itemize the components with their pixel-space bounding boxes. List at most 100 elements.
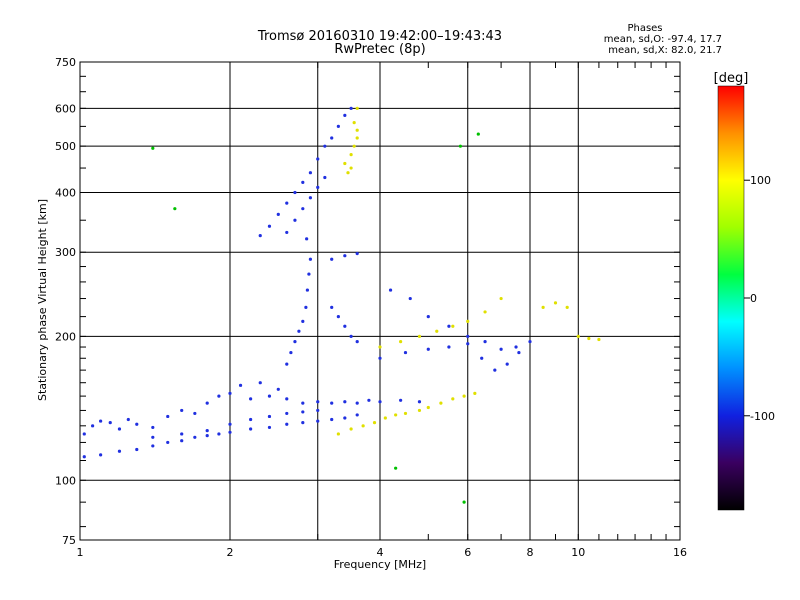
data-point: [258, 381, 262, 385]
data-point: [378, 345, 382, 349]
data-point: [417, 400, 422, 404]
data-point: [117, 427, 122, 431]
data-point: [349, 153, 353, 157]
colorbar-tick-label: -100: [750, 410, 775, 423]
data-point: [293, 218, 297, 222]
data-point: [108, 421, 112, 425]
data-point: [336, 432, 340, 436]
data-point: [217, 432, 221, 436]
colorbar-tick-label: 100: [750, 174, 771, 187]
data-point: [417, 408, 422, 413]
colorbar-label: [deg]: [714, 71, 749, 86]
data-point: [587, 336, 591, 341]
x-axis-label: Frequency [MHz]: [334, 558, 426, 571]
data-point: [249, 397, 253, 401]
data-point: [135, 447, 139, 452]
data-point: [285, 422, 289, 426]
data-point: [330, 257, 334, 261]
data-point: [343, 416, 347, 420]
data-point: [355, 128, 359, 132]
data-points: [82, 106, 601, 504]
data-point: [193, 411, 197, 416]
data-point: [330, 401, 334, 405]
data-point: [505, 362, 509, 366]
data-point: [304, 305, 308, 309]
data-point: [576, 334, 580, 338]
data-point: [346, 171, 350, 175]
data-point: [285, 230, 289, 235]
data-point: [466, 334, 470, 338]
data-point: [258, 233, 262, 238]
data-point: [308, 257, 313, 261]
y-tick-label: 500: [55, 140, 76, 153]
data-point: [343, 400, 347, 404]
data-point: [82, 455, 86, 459]
x-tick-label: 6: [464, 546, 471, 559]
colorbar-ticks: 100 0 -100: [744, 174, 775, 423]
data-point: [151, 435, 155, 439]
data-point: [99, 453, 103, 457]
data-point: [355, 106, 359, 110]
data-point: [228, 391, 232, 395]
data-point: [316, 419, 320, 423]
data-point: [285, 201, 289, 205]
data-point: [399, 398, 403, 402]
data-point: [462, 394, 466, 398]
data-point: [499, 296, 503, 301]
data-point: [483, 340, 487, 344]
data-point: [426, 315, 430, 319]
data-point: [349, 166, 353, 170]
stats-heading: Phases: [627, 23, 662, 34]
data-point: [462, 500, 466, 504]
data-point: [285, 362, 289, 366]
data-point: [378, 356, 382, 360]
data-point: [285, 397, 289, 401]
data-point: [352, 144, 356, 148]
data-point: [117, 449, 122, 453]
data-point: [447, 345, 451, 349]
data-point: [517, 350, 521, 355]
data-point: [151, 444, 155, 448]
data-point: [352, 121, 356, 125]
data-point: [91, 424, 95, 428]
data-point: [308, 196, 313, 200]
data-point: [439, 401, 443, 405]
data-point: [355, 413, 359, 417]
data-point: [323, 175, 327, 180]
y-axis-label: Stationary phase Virtual Height [km]: [36, 199, 49, 401]
data-point: [249, 427, 253, 431]
data-point: [307, 272, 311, 276]
chart-title: Tromsø 20160310 19:42:00–19:43:43: [257, 29, 502, 44]
data-point: [426, 347, 430, 351]
data-point: [355, 252, 359, 256]
data-point: [301, 319, 305, 323]
x-tick-label: 1: [77, 546, 84, 559]
data-point: [349, 106, 353, 110]
y-tick-label: 750: [55, 56, 76, 69]
x-tick-label: 4: [377, 546, 384, 559]
data-point: [249, 417, 253, 422]
data-point: [267, 394, 272, 398]
data-point: [367, 398, 371, 402]
data-point: [316, 400, 320, 404]
data-point: [417, 334, 422, 338]
x-tick-label: 2: [227, 546, 234, 559]
data-point: [483, 310, 487, 314]
data-point: [378, 400, 382, 404]
data-point: [151, 425, 155, 430]
x-tick-label: 10: [571, 546, 585, 559]
data-point: [426, 405, 430, 410]
data-point: [499, 347, 503, 351]
data-point: [205, 429, 209, 433]
data-point: [343, 113, 347, 117]
data-point: [388, 288, 393, 292]
data-point: [82, 432, 86, 436]
data-point: [276, 387, 280, 391]
data-point: [403, 350, 408, 355]
data-point: [285, 411, 289, 416]
data-point: [541, 305, 545, 309]
data-point: [394, 413, 398, 417]
data-point: [408, 296, 412, 301]
data-point: [553, 301, 558, 305]
